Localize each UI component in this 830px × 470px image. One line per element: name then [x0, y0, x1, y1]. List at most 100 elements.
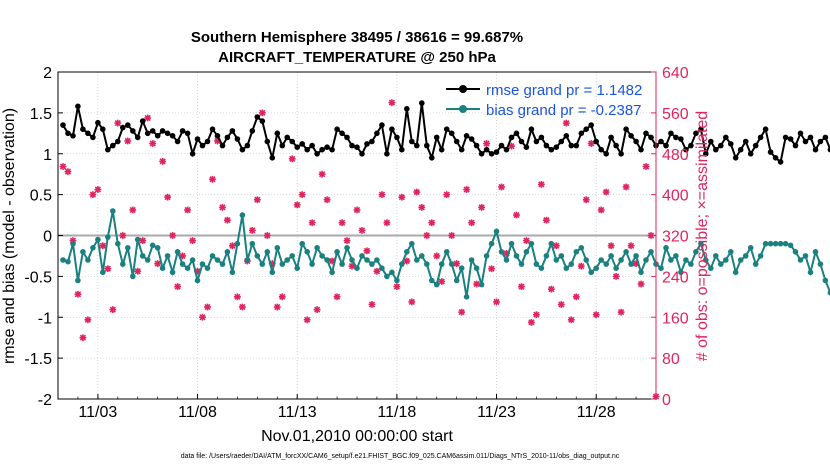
rmse-point [433, 134, 440, 141]
obs-marker-stroke [518, 283, 525, 290]
bias-point [244, 257, 251, 263]
bias-point [453, 277, 460, 284]
bias-point [309, 261, 315, 267]
y-tick-label: -0.5 [24, 269, 52, 286]
rmse-point [618, 151, 624, 157]
bias-point [294, 265, 301, 272]
obs-assimilated-point [373, 267, 381, 275]
obs-assimilated-point [149, 140, 157, 147]
obs-marker-stroke [104, 265, 111, 272]
rmse-point [747, 151, 754, 157]
bias-point [399, 261, 405, 267]
bias-point [633, 253, 639, 259]
obs-marker-stroke [164, 194, 171, 201]
obs-marker-stroke [408, 298, 415, 306]
obs-assimilated-point [179, 252, 186, 260]
y2-tick-label: 560 [662, 106, 689, 123]
obs-assimilated-point [343, 237, 351, 245]
obs-marker-stroke [418, 204, 425, 211]
rmse-point [199, 142, 206, 149]
chart-title-line2: AIRCRAFT_TEMPERATURE @ 250 hPa [218, 49, 496, 66]
obs-assimilated-point [64, 168, 72, 176]
x-tick-label: 11/08 [178, 404, 217, 421]
obs-marker-stroke [289, 155, 296, 162]
obs-marker-stroke [249, 227, 256, 234]
obs-assimilated-point [84, 316, 92, 324]
rmse-point [304, 146, 311, 153]
bias-point [269, 269, 276, 276]
obs-assimilated-point [238, 303, 246, 311]
obs-assimilated-point [592, 311, 600, 319]
obs-assimilated-point [612, 272, 620, 280]
obs-marker-stroke [124, 137, 131, 145]
obs-assimilated-point [174, 283, 181, 290]
obs-assimilated-point [199, 313, 206, 321]
rmse-point [65, 130, 71, 137]
obs-marker-stroke [423, 232, 430, 239]
rmse-point [364, 141, 370, 147]
obs-marker-stroke [613, 273, 620, 280]
bias-point [224, 249, 231, 255]
rmse-point [448, 130, 455, 137]
bias-point [548, 240, 555, 247]
rmse-point [349, 142, 355, 149]
obs-assimilated-point [89, 191, 97, 199]
obs-assimilated-point [488, 265, 495, 273]
obs-assimilated-point [94, 186, 102, 193]
obs-marker-stroke [189, 237, 196, 244]
bias-point [443, 249, 450, 255]
obs-marker-stroke [134, 268, 141, 275]
rmse-point [693, 130, 699, 137]
bias-point [279, 261, 286, 267]
rmse-point [409, 138, 415, 145]
rmse-point [419, 100, 425, 106]
rmse-point [638, 146, 644, 153]
rmse-point [254, 114, 261, 120]
obs-marker-stroke [478, 204, 485, 211]
obs-marker-stroke [627, 242, 635, 249]
y-tick-label: 2 [43, 65, 52, 82]
x-ticks: 11/03 11/08 11/13 11/18 11/23 11/28 [57, 394, 657, 421]
obs-marker-stroke [463, 186, 470, 193]
legend: rmse grand pr = 1.1482 bias grand pr = -… [446, 82, 642, 119]
rmse-point [105, 146, 111, 153]
rmse-point [792, 142, 799, 149]
rmse-point [309, 142, 315, 149]
obs-marker-stroke [593, 311, 600, 318]
bias-point [822, 277, 829, 284]
rmse-point [149, 128, 156, 134]
bias-point [817, 261, 824, 267]
obs-assimilated-point [119, 232, 127, 239]
obs-assimilated-point [483, 140, 490, 147]
obs-marker-stroke [508, 142, 515, 150]
bias-point [782, 240, 789, 247]
obs-marker-stroke [204, 303, 211, 311]
rmse-point [374, 130, 380, 137]
obs-marker-stroke [583, 196, 590, 203]
rmse-point [120, 124, 126, 131]
rmse-point [164, 130, 171, 137]
obs-marker-stroke [94, 186, 101, 193]
rmse-point [478, 151, 485, 157]
obs-assimilated-point [597, 206, 605, 214]
obs-assimilated-point [562, 119, 570, 127]
bias-point [369, 261, 375, 267]
rmse-point [817, 138, 824, 145]
bias-point [374, 257, 380, 263]
bias-point [737, 257, 744, 263]
obs-marker-stroke [533, 311, 540, 318]
rmse-point [628, 133, 634, 139]
bias-point [723, 257, 729, 263]
rmse-point [130, 128, 136, 134]
rmse-point [543, 142, 550, 149]
rmse-point [732, 155, 739, 161]
bias-point [189, 257, 196, 263]
rmse-point [174, 138, 181, 145]
chart-title-line1: Southern Hemisphere 38495 / 38616 = 99.6… [191, 29, 523, 46]
obs-assimilated-point [368, 301, 376, 308]
bias-point [503, 257, 510, 263]
obs-assimilated-point [627, 242, 635, 250]
bias-point [538, 265, 545, 272]
rmse-point [75, 103, 81, 110]
